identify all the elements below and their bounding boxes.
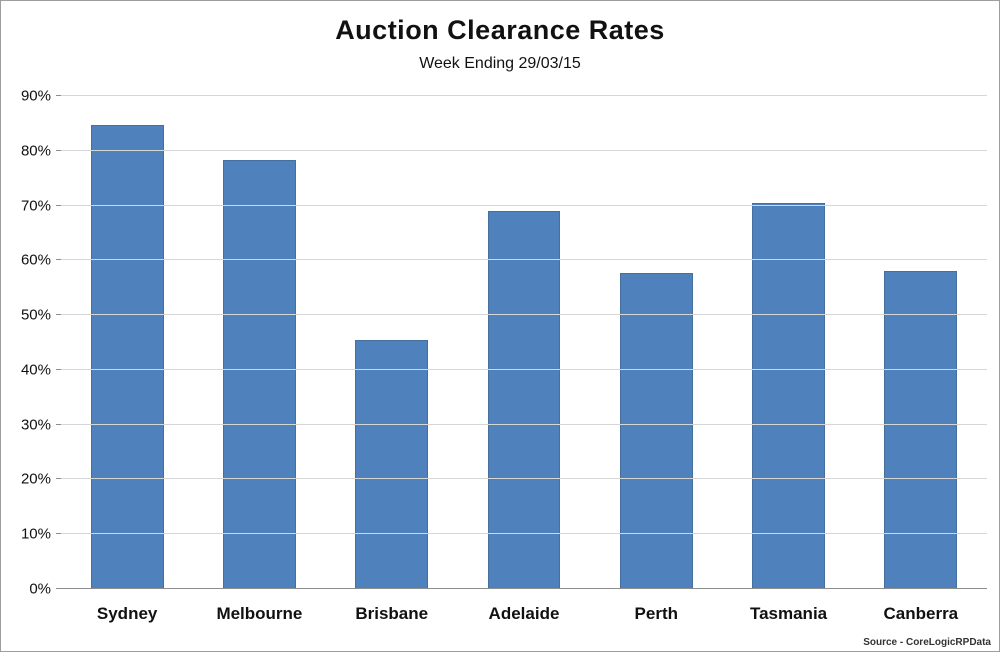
bar-slot-brisbane: [326, 96, 458, 589]
x-axis-labels: Sydney Melbourne Brisbane Adelaide Perth Tasm…: [61, 604, 987, 624]
y-tick-mark: [56, 95, 61, 96]
gridline: [61, 95, 987, 96]
y-tick-mark: [56, 314, 61, 316]
bars-row: [61, 96, 987, 589]
gridline: [61, 314, 987, 316]
x-label-perth: Perth: [634, 604, 678, 623]
x-label-sydney: Sydney: [96, 604, 158, 623]
y-tick-label: 0%: [29, 580, 51, 598]
bar-sydney: [90, 125, 164, 589]
x-label-canberra: Canberra: [883, 604, 959, 623]
gridline: [61, 478, 987, 480]
y-tick-label: 40%: [20, 361, 51, 379]
y-tick-label: 80%: [20, 142, 51, 160]
bar-perth: [619, 272, 693, 589]
y-tick-mark: [56, 259, 61, 261]
y-tick-label: 60%: [20, 251, 51, 269]
y-tick-label: 70%: [20, 197, 51, 215]
y-tick-label: 20%: [20, 470, 51, 488]
gridline: [61, 259, 987, 261]
x-label-melbourne: Melbourne: [216, 604, 303, 623]
chart-subtitle: Week Ending 29/03/15: [419, 55, 581, 72]
y-tick-label: 50%: [20, 306, 51, 324]
y-tick-mark: [56, 588, 61, 589]
bar-slot-sydney: [61, 96, 193, 589]
y-tick-label: 30%: [20, 416, 51, 434]
bar-slot-canberra: [855, 96, 987, 589]
y-tick-mark: [56, 368, 61, 370]
y-tick-mark: [56, 533, 61, 535]
bar-slot-adelaide: [458, 96, 590, 589]
y-tick-mark: [56, 149, 61, 151]
gridline: [61, 533, 987, 535]
bar-slot-tasmania: [722, 96, 854, 589]
bar-tasmania: [752, 202, 825, 589]
x-label-brisbane: Brisbane: [355, 604, 429, 623]
gridline: [61, 423, 987, 425]
bar-canberra: [884, 271, 958, 589]
x-axis-line: [61, 588, 987, 589]
x-label-adelaide: Adelaide: [488, 604, 560, 623]
chart-title: Auction Clearance Rates: [335, 15, 665, 45]
x-label-tasmania: Tasmania: [749, 604, 828, 623]
y-tick-label: 10%: [20, 525, 51, 543]
y-tick-mark: [56, 204, 61, 206]
y-tick-label: 90%: [20, 87, 51, 105]
gridline: [61, 204, 987, 206]
bar-slot-perth: [590, 96, 722, 589]
bar-adelaide: [487, 211, 561, 589]
bar-melbourne: [223, 159, 296, 589]
plot-area: 0% 10% 20% 30% 40% 50% 60% 70% 80% 90%: [21, 88, 987, 598]
bar-slot-melbourne: [193, 96, 325, 589]
y-tick-mark: [56, 423, 61, 425]
gridline: [61, 149, 987, 151]
bar-brisbane: [355, 339, 429, 589]
source-credit: Source - CoreLogicRPData: [863, 637, 991, 648]
y-tick-mark: [56, 478, 61, 480]
gridline: [61, 368, 987, 370]
